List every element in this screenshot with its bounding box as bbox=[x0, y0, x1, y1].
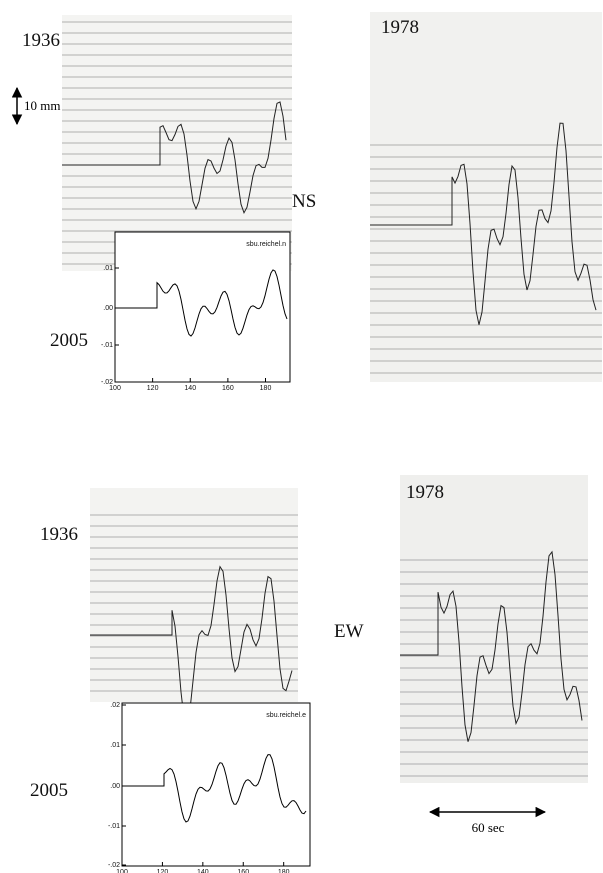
inset-plot bbox=[121, 702, 311, 867]
x-tick-label: 100 bbox=[109, 385, 121, 392]
inset-title: sbu.reichel.e bbox=[266, 712, 306, 719]
y-tick-label: .00 bbox=[103, 305, 113, 312]
y-tick-label: .00 bbox=[110, 783, 120, 790]
y-tick-label: .01 bbox=[103, 265, 113, 272]
x-tick-label: 140 bbox=[184, 385, 196, 392]
x-tick-label: 180 bbox=[260, 385, 272, 392]
year-label: 2005 bbox=[30, 780, 68, 801]
seismogram-trace bbox=[370, 122, 597, 325]
scale-label: 10 mm bbox=[24, 98, 60, 113]
year-label: 1978 bbox=[406, 482, 444, 503]
y-tick-label: -.02 bbox=[108, 862, 120, 869]
x-tick-label: 160 bbox=[222, 385, 234, 392]
seismogram-trace bbox=[400, 550, 583, 742]
year-label: 1978 bbox=[381, 17, 419, 38]
component-label: NS bbox=[292, 191, 316, 212]
scan-ew-1936 bbox=[90, 488, 298, 702]
y-tick-label: -.02 bbox=[101, 379, 113, 386]
time-label: 60 sec bbox=[472, 820, 505, 835]
x-tick-label: 160 bbox=[237, 869, 249, 873]
year-label: 2005 bbox=[50, 330, 88, 351]
y-tick-label: -.01 bbox=[108, 823, 120, 830]
y-tick-label: .01 bbox=[110, 742, 120, 749]
x-tick-label: 140 bbox=[197, 869, 209, 873]
x-tick-label: 120 bbox=[147, 385, 159, 392]
inset-trace bbox=[115, 269, 288, 337]
scan-ew-1978 bbox=[400, 475, 588, 783]
component-label: EW bbox=[334, 621, 364, 642]
scan-ns-1978 bbox=[370, 12, 602, 382]
year-label: 1936 bbox=[40, 524, 78, 545]
year-label: 1936 bbox=[22, 30, 60, 51]
y-tick-label: -.01 bbox=[101, 342, 113, 349]
seismogram-trace bbox=[62, 101, 287, 215]
scans bbox=[62, 12, 602, 783]
x-tick-label: 100 bbox=[116, 869, 128, 873]
inset-trace bbox=[122, 754, 307, 823]
x-tick-label: 180 bbox=[278, 869, 290, 873]
x-tick-label: 120 bbox=[157, 869, 169, 873]
inset-title: sbu.reichel.n bbox=[246, 241, 286, 248]
y-tick-label: .02 bbox=[110, 702, 120, 709]
